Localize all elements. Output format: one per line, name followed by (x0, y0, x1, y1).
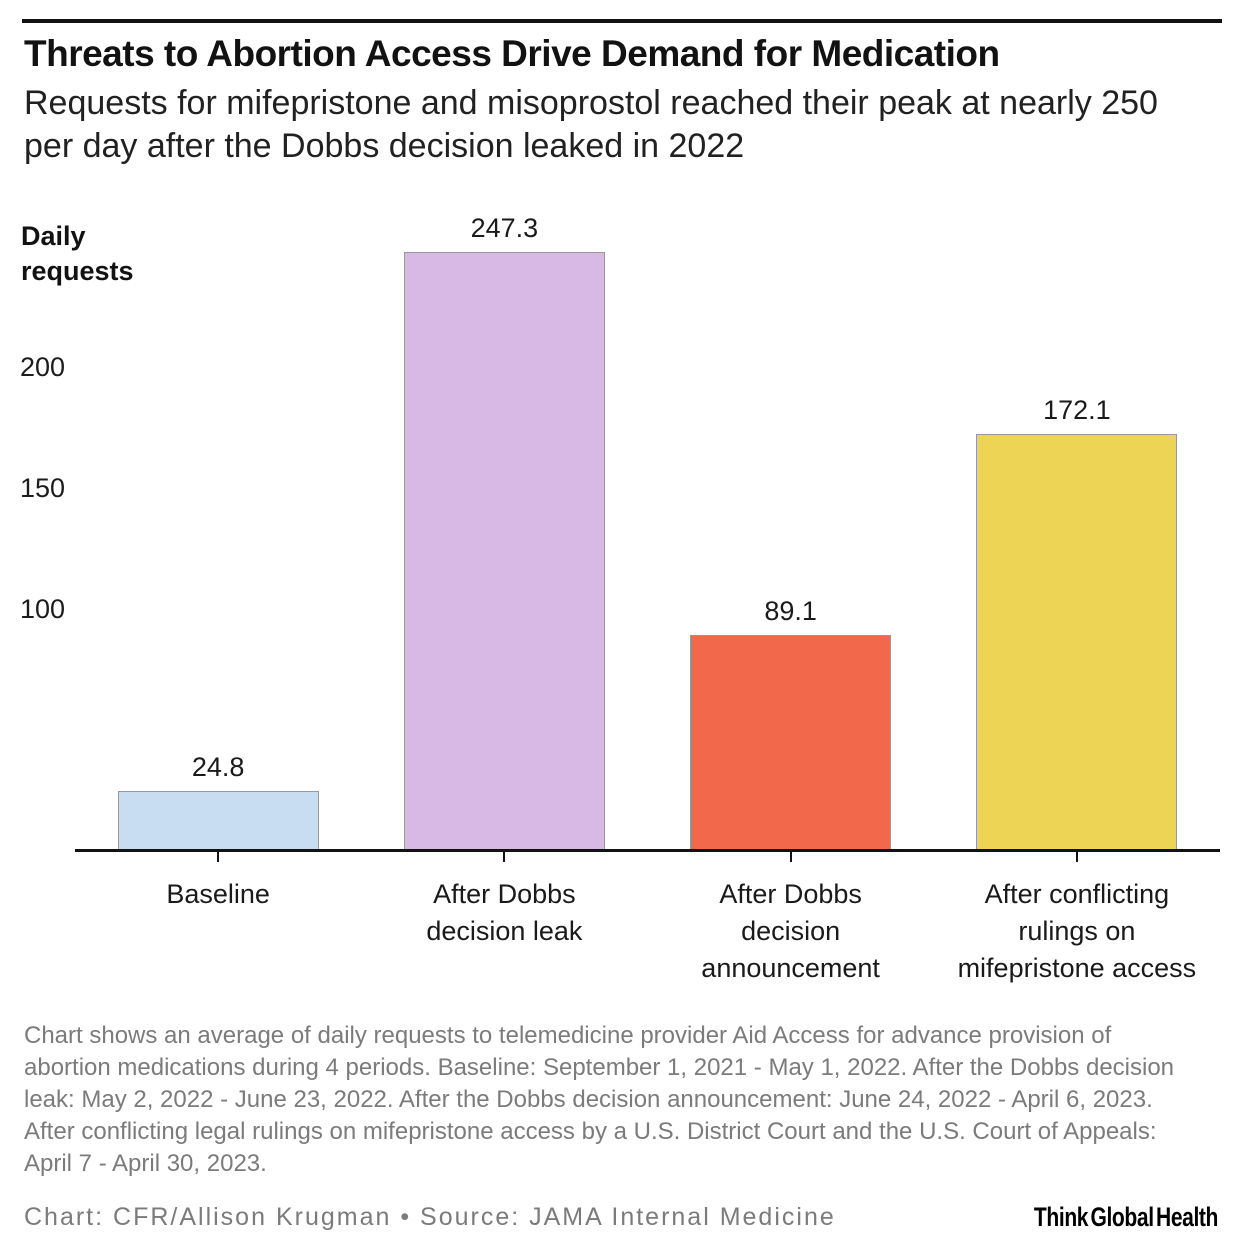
x-tick-mark (217, 852, 220, 862)
bar (117, 790, 319, 851)
credit-line: Chart: CFR/Allison Krugman • Source: JAM… (24, 1203, 836, 1231)
x-category-label: After Dobbs decision announcement (701, 879, 880, 983)
x-category-label: After Dobbs decision leak (426, 879, 583, 946)
y-tick-label: 100 (19, 593, 65, 624)
x-category-label: Baseline (166, 879, 270, 909)
bar-value-label: 172.1 (1043, 395, 1111, 426)
footnote: Chart shows an average of daily requests… (24, 1022, 1175, 1177)
y-axis-title: Daily requests (21, 221, 134, 286)
bar (690, 635, 892, 851)
x-tick-mark (503, 852, 506, 862)
bar-value-label: 247.3 (470, 213, 539, 243)
bar (403, 252, 605, 851)
y-tick-label: 200 (19, 351, 65, 382)
plot-area: 100 150 200 24.8 247.3 89.1 172.1 Baseline After… (19, 213, 1220, 983)
top-rule (22, 19, 1222, 23)
y-tick-label: 150 (19, 472, 65, 503)
chart-subtitle: Requests for mifepristone and misoprosto… (24, 84, 1158, 165)
x-tick-mark (1075, 852, 1078, 862)
bar-value-label: 89.1 (764, 596, 817, 627)
bar (976, 434, 1178, 851)
bar-value-label: 24.8 (191, 751, 245, 782)
chart-title: Threats to Abortion Access Drive Demand … (24, 33, 1000, 74)
x-tick-mark (789, 852, 792, 862)
x-axis-line (75, 849, 1220, 852)
x-category-label: After conflicting rulings on mifepriston… (957, 879, 1197, 983)
think-global-health-logo: Think Global Health (1033, 1202, 1218, 1232)
